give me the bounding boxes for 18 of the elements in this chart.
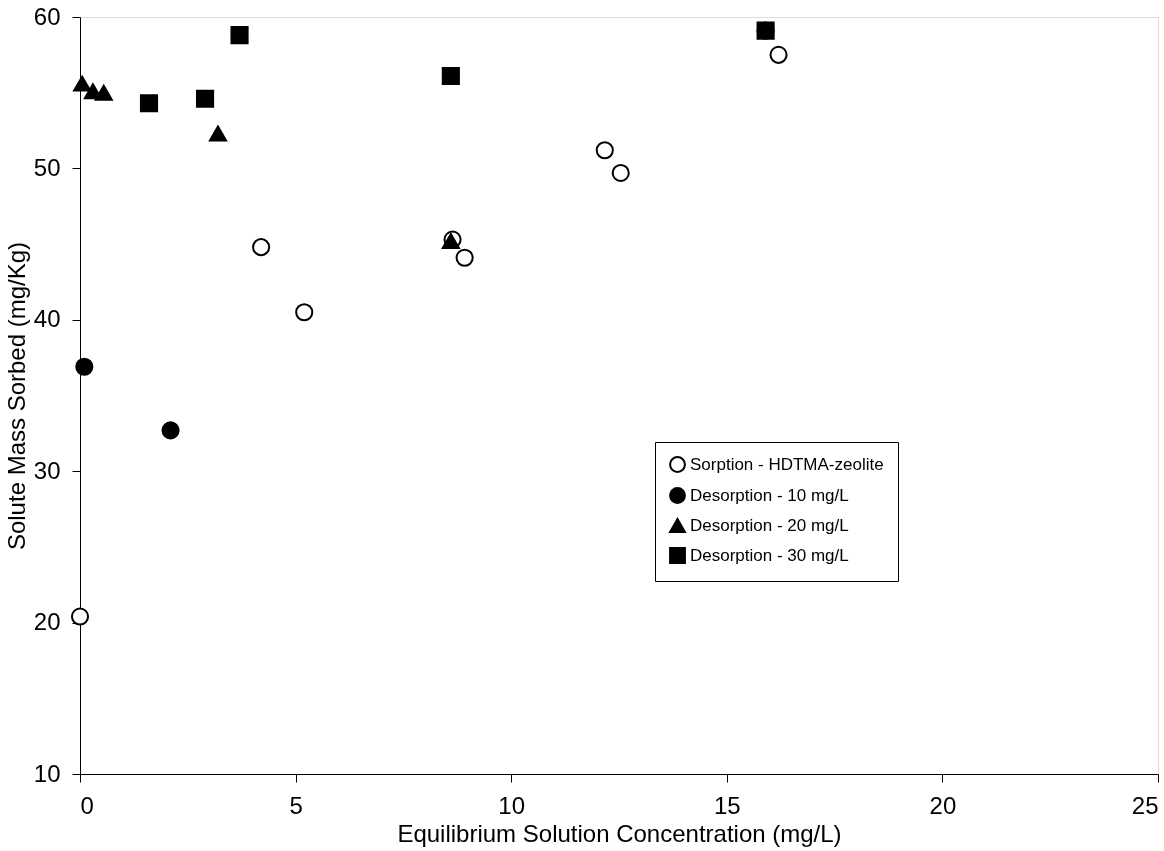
y-tick-label: 50 — [33, 153, 61, 181]
y-tick-label: 30 — [33, 456, 61, 484]
x-tick-label: 20 — [929, 791, 957, 819]
x-tick-label: 5 — [289, 791, 303, 819]
x-tick-label: 10 — [498, 791, 526, 819]
y-tick-label: 20 — [33, 608, 61, 636]
legend-label: Sorption - HDTMA-zeolite — [690, 454, 884, 474]
legend-label: Desorption - 30 mg/L — [690, 545, 849, 565]
legend-label: Desorption - 10 mg/L — [690, 485, 849, 505]
x-axis-title: Equilibrium Solution Concentration (mg/L) — [397, 819, 842, 847]
x-tick-label: 15 — [713, 791, 741, 819]
x-tick-label: 0 — [80, 791, 94, 819]
legend-label: Desorption - 20 mg/L — [690, 515, 849, 535]
y-axis-title: Solute Mass Sorbed (mg/Kg) — [2, 241, 30, 551]
x-tick-label: 25 — [1131, 791, 1159, 819]
y-tick-label: 10 — [33, 759, 61, 787]
y-tick-label: 60 — [33, 2, 61, 30]
y-tick-label: 40 — [33, 305, 61, 333]
